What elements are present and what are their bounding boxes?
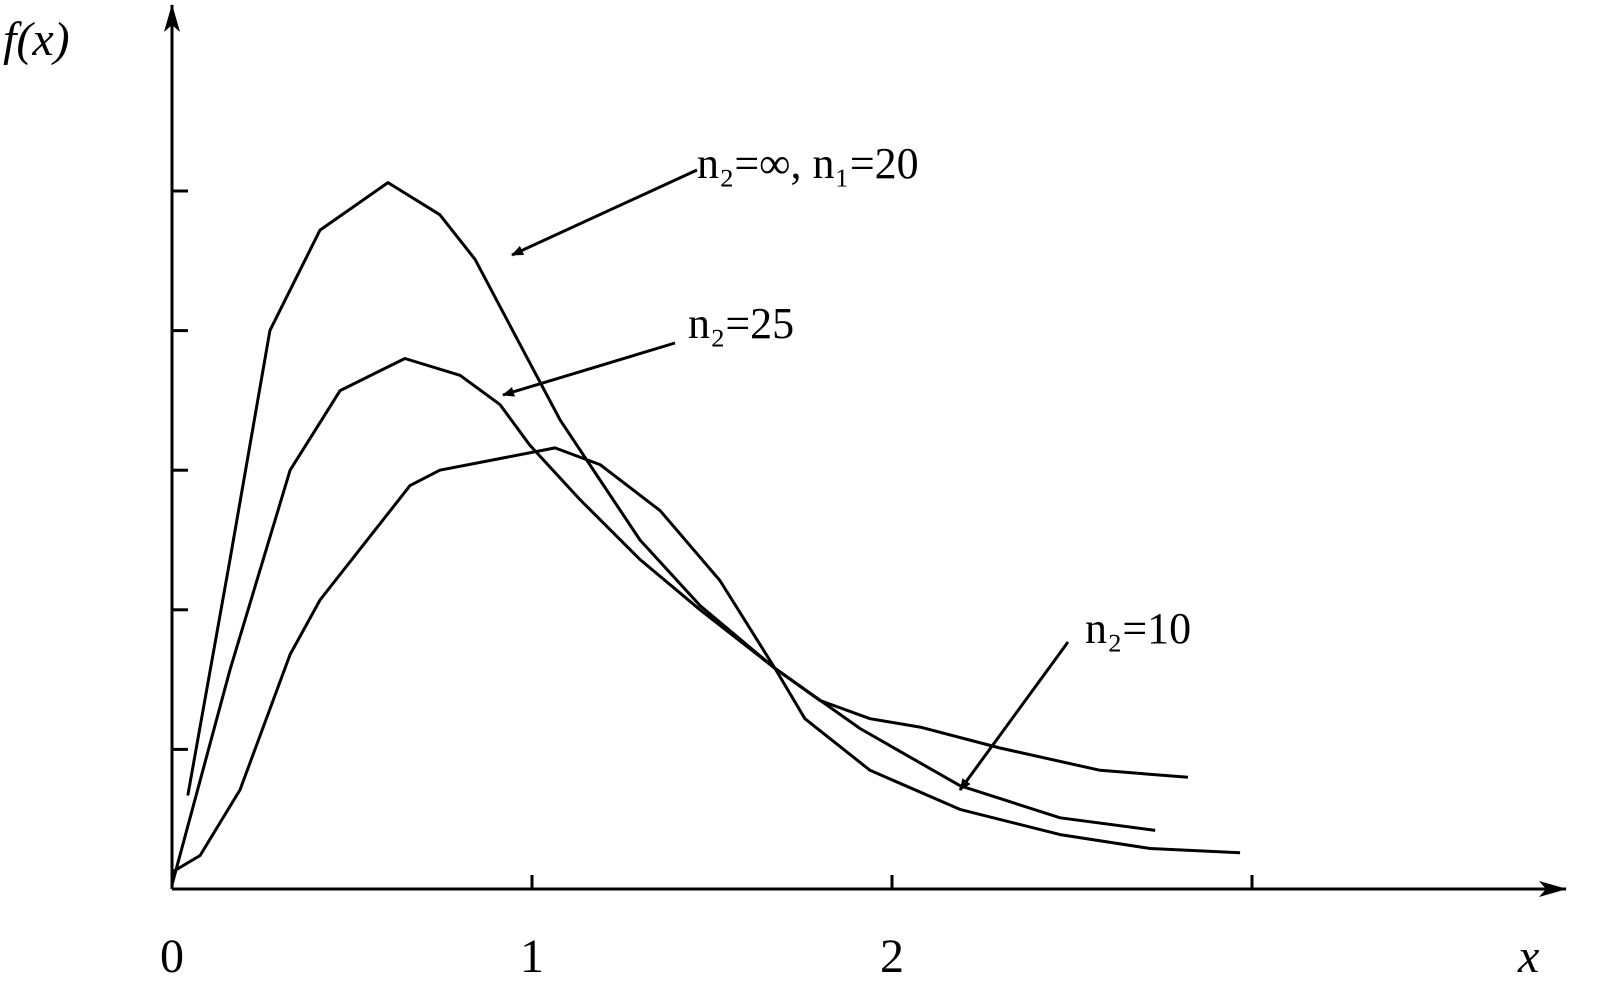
curve-label: n₂=25: [688, 299, 794, 348]
annotation-arrow: [511, 168, 698, 257]
x-tick-label: 2: [880, 930, 904, 983]
annotation-arrow: [502, 341, 676, 397]
x-tick-label: 0: [160, 930, 184, 983]
curve: [170, 357, 1189, 886]
y-axis-label: f(x): [3, 13, 70, 66]
annotation-arrow: [958, 641, 1070, 791]
curve: [171, 446, 1156, 874]
x-tick-label: 1: [520, 930, 544, 983]
x-axis-label: x: [1517, 930, 1539, 983]
curve-label: n₂=∞, n₁=20: [697, 139, 919, 188]
curve: [186, 181, 1241, 855]
curve-label: n₂=10: [1085, 604, 1191, 653]
